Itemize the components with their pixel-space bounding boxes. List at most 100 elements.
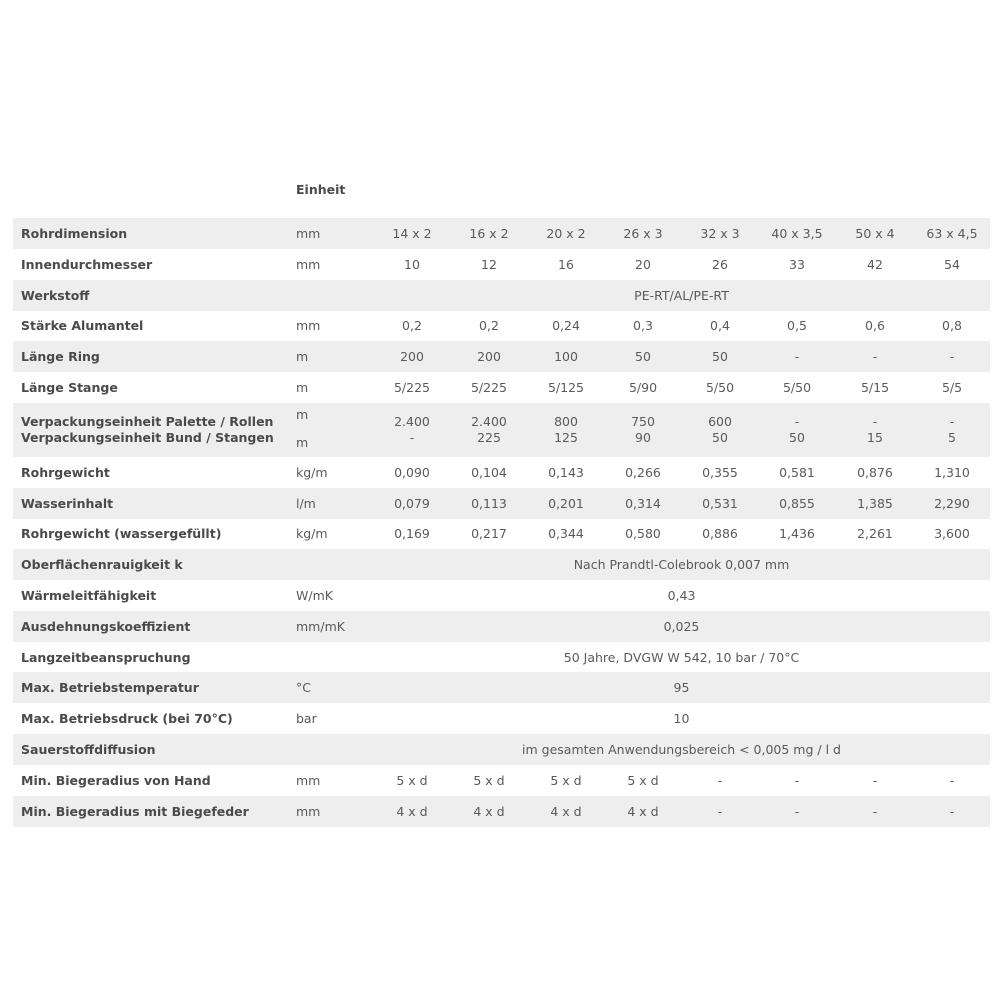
cell-value: 3,600 <box>934 526 970 542</box>
cell-value: 0,580 <box>625 526 661 542</box>
cell-value: - <box>794 803 800 819</box>
spanning-value: 0,025 <box>663 618 700 634</box>
cell-value: 0,5 <box>787 318 807 334</box>
row-unit: m <box>296 380 309 395</box>
cell-value: 4 x d <box>550 803 582 819</box>
cell-value: 200 <box>400 349 424 365</box>
row-label: Max. Betriebstemperatur <box>21 680 199 696</box>
cell-value: 0,2 <box>479 318 499 334</box>
row-label: Werkstoff <box>21 287 90 303</box>
cell-value: 0,2 <box>402 318 422 334</box>
cell-value: 0,217 <box>471 526 507 542</box>
cell-value: 5 x d <box>627 772 659 788</box>
cell-value: 50 <box>789 429 805 445</box>
cell-value: 63 x 4,5 <box>926 226 978 241</box>
row-unit: m <box>296 349 309 365</box>
cell-value: 0,079 <box>394 495 430 511</box>
cell-value: 225 <box>477 429 501 445</box>
cell-value: 0,3 <box>633 318 653 334</box>
cell-value: 100 <box>554 349 578 365</box>
cell-value: 42 <box>867 256 883 272</box>
cell-value: - <box>794 413 800 429</box>
row-unit: m <box>296 434 309 450</box>
cell-value: - <box>717 772 723 788</box>
cell-value: 10 <box>404 256 420 272</box>
row-unit: l/m <box>296 495 316 511</box>
cell-value: 4 x d <box>473 803 505 819</box>
cell-value: 0,24 <box>552 318 580 334</box>
cell-value: 2.400 <box>471 413 507 429</box>
table-row: Innendurchmesser mm 10 12 16 20 26 33 42 54 <box>13 249 990 280</box>
cell-value: 16 x 2 <box>469 226 509 241</box>
row-unit: °C <box>296 680 311 696</box>
spanning-value: 10 <box>673 711 690 727</box>
table-row: Länge Ring m 200 200 100 50 50 - - - <box>13 341 990 373</box>
cell-value: 0,314 <box>625 495 661 511</box>
cell-value: 50 <box>635 349 651 365</box>
row-unit: kg/m <box>296 464 328 480</box>
table-row: Max. Betriebsdruck (bei 70°C) bar 10 <box>13 703 990 734</box>
cell-value: 5/15 <box>860 380 890 395</box>
cell-value: 5/125 <box>547 380 585 395</box>
cell-value: 0,8 <box>942 318 962 334</box>
table-row: Länge Stange m 5/225 5/225 5/125 5/90 5/50 5/50… <box>13 372 990 403</box>
cell-value: 0,090 <box>394 464 430 480</box>
cell-value: 16 <box>558 256 574 272</box>
row-unit: bar <box>296 711 317 727</box>
cell-value: 800 <box>554 413 578 429</box>
cell-value: - <box>409 429 415 445</box>
cell-value: - <box>872 772 878 788</box>
table-row: Ausdehnungskoeffizient mm/mK 0,025 <box>13 610 990 642</box>
cell-value: 33 <box>789 256 805 272</box>
cell-value: 4 x d <box>627 803 659 819</box>
cell-value: 50 <box>712 429 728 445</box>
cell-value: 0,104 <box>471 464 507 480</box>
cell-value: 15 <box>867 429 883 445</box>
row-label: Ausdehnungskoeffizient <box>21 618 191 634</box>
cell-value: - <box>794 349 800 365</box>
row-label: Länge Stange <box>21 380 118 395</box>
cell-value: 20 <box>635 256 651 272</box>
cell-value: 0,4 <box>710 318 730 334</box>
cell-value: 5/50 <box>782 380 812 395</box>
cell-value: 0,266 <box>625 464 661 480</box>
cell-value: - <box>794 772 800 788</box>
cell-value: 20 x 2 <box>546 226 586 241</box>
table-row: Oberflächenrauigkeit k Nach Prandtl-Coleb… <box>13 549 990 581</box>
table-row: Wasserinhalt l/m 0,079 0,113 0,201 0,314 0,531… <box>13 487 990 519</box>
cell-value: 50 x 4 <box>855 226 895 241</box>
cell-value: 0,531 <box>702 495 738 511</box>
cell-value: - <box>949 803 955 819</box>
cell-value: 0,143 <box>548 464 584 480</box>
row-unit: mm <box>296 256 321 272</box>
cell-value: 50 <box>712 349 728 365</box>
table-row: Max. Betriebstemperatur °C 95 <box>13 672 990 704</box>
spanning-value: 95 <box>673 680 690 696</box>
spanning-value: PE-RT/AL/PE-RT <box>634 287 729 303</box>
cell-value: 54 <box>944 256 960 272</box>
cell-value: 0,855 <box>779 495 815 511</box>
cell-value: 200 <box>477 349 501 365</box>
row-unit: kg/m <box>296 526 328 542</box>
row-label: Wärmeleitfähigkeit <box>21 588 157 603</box>
cell-value: 5/225 <box>470 380 508 395</box>
row-unit: mm <box>296 772 321 788</box>
cell-value: 0,169 <box>394 526 430 542</box>
cell-value: - <box>949 772 955 788</box>
row-label: Wasserinhalt <box>21 495 114 511</box>
row-label: Verpackungseinheit Palette / Rollen Verpa… <box>21 414 274 446</box>
row-unit: mm <box>296 803 321 819</box>
table-row: Verpackungseinheit Palette / Rollen Verpa… <box>13 402 990 457</box>
row-label: Rohrdimension <box>21 226 128 241</box>
cell-value: 4 x d <box>396 803 428 819</box>
cell-value: 5/5 <box>941 380 963 395</box>
row-label: Min. Biegeradius mit Biegefeder <box>21 803 249 819</box>
cell-value: 125 <box>554 429 578 445</box>
cell-value: 5/225 <box>393 380 431 395</box>
cell-value: 26 x 3 <box>623 226 663 241</box>
cell-value: 1,310 <box>934 464 970 480</box>
row-label: Min. Biegeradius von Hand <box>21 772 211 788</box>
table-row: Werkstoff PE-RT/AL/PE-RT <box>13 279 990 311</box>
cell-value: - <box>872 413 878 429</box>
cell-value: 90 <box>635 429 651 445</box>
